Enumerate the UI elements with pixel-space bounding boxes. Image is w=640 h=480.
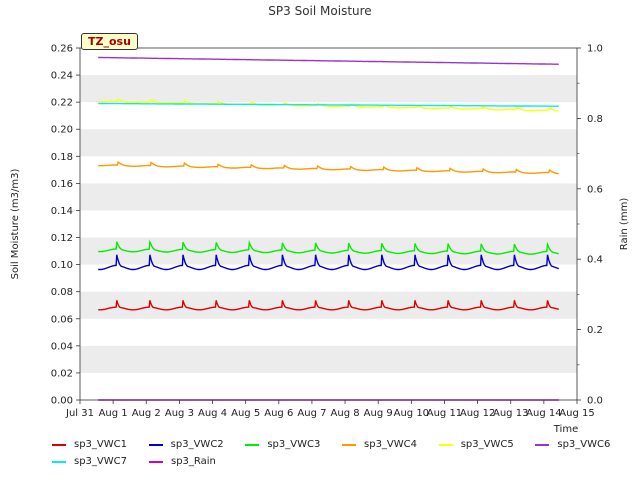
y-tick-label: 0.20	[51, 125, 73, 136]
series-line-sp3_VWC6	[98, 56, 559, 65]
x-tick-label: Aug 4	[198, 408, 227, 419]
y2-tick-label: 0.6	[587, 184, 603, 195]
legend-item: sp3_VWC3	[245, 439, 342, 450]
y2-axis-label: Rain (mm)	[619, 198, 630, 251]
series-line-sp3_VWC2	[98, 254, 560, 271]
y-axis-ticks: 0.00 0.02 0.04 0.06 0.08 0.10 0.12 0.14 0.16 0.18…	[51, 44, 80, 407]
x-tick-label: Aug 14	[526, 408, 561, 419]
x-tick-label: Aug 7	[297, 408, 326, 419]
legend-row: sp3_VWC7 sp3_Rain	[52, 453, 632, 470]
y-tick-label: 0.22	[51, 98, 73, 109]
y-tick-label: 0.02	[51, 368, 73, 379]
x-tick-label: Aug 6	[264, 408, 293, 419]
legend-item: sp3_VWC2	[148, 439, 246, 450]
legend-label: sp3_VWC1	[74, 439, 127, 450]
series-group	[98, 56, 560, 401]
x-tick-label: Aug 15	[559, 408, 594, 419]
legend-label: sp3_VWC7	[74, 456, 127, 467]
y2-axis-ticks: 0.0 0.2 0.4 0.6 0.8 1.0	[577, 44, 603, 407]
y2-tick-label: 0.4	[587, 255, 603, 266]
series-line-sp3_VWC4	[98, 160, 559, 175]
y-tick-label: 0.14	[51, 206, 73, 217]
y-tick-label: 0.24	[51, 71, 73, 82]
legend-item: sp3_Rain	[149, 456, 246, 467]
legend-label: sp3_VWC5	[460, 439, 514, 450]
legend-swatch	[438, 443, 453, 446]
series-line-sp3_VWC3	[98, 239, 559, 255]
x-axis-label: Time	[553, 424, 578, 435]
legend-swatch	[342, 443, 357, 446]
y-tick-label: 0.08	[51, 287, 73, 298]
grid-band	[80, 75, 577, 103]
series-line-sp3_VWC5	[98, 98, 559, 112]
legend-swatch	[52, 460, 66, 463]
legend-label: sp3_VWC2	[170, 439, 224, 450]
x-tick-label: Jul 31	[65, 408, 94, 419]
x-tick-label: Aug 13	[493, 408, 528, 419]
legend-swatch	[52, 443, 66, 446]
y2-tick-label: 0.8	[587, 114, 603, 125]
y-tick-label: 0.18	[51, 152, 73, 163]
grid-band	[80, 345, 577, 373]
x-tick-label: Aug 12	[460, 408, 495, 419]
x-tick-label: Aug 8	[331, 408, 360, 419]
x-tick-label: Aug 5	[231, 408, 260, 419]
grid-band	[80, 237, 577, 265]
grid-band	[80, 129, 577, 157]
y-tick-label: 0.16	[51, 179, 73, 190]
legend-item: sp3_VWC5	[438, 439, 536, 450]
y2-tick-label: 0.0	[587, 396, 603, 407]
x-axis-ticks: Jul 31 Aug 1 Aug 2 Aug 3 Aug 4 Aug 5 Aug 6 Aug …	[65, 400, 595, 419]
tz-badge: TZ_osu	[81, 33, 138, 50]
x-tick-label: Aug 9	[364, 408, 393, 419]
x-tick-label: Aug 1	[99, 408, 128, 419]
y-tick-label: 0.06	[51, 314, 73, 325]
y-axis-label: Soil Moisture (m3/m3)	[10, 169, 21, 280]
y-tick-label: 0.12	[51, 233, 73, 244]
y-tick-label: 0.26	[51, 44, 73, 55]
legend-label: sp3_VWC4	[364, 439, 418, 450]
legend-swatch	[535, 443, 550, 446]
grid-band	[80, 291, 577, 319]
y-tick-label: 0.00	[51, 396, 73, 407]
grid-bands	[80, 75, 577, 373]
legend-item: sp3_VWC4	[342, 439, 439, 450]
legend-label: sp3_Rain	[171, 456, 216, 467]
x-tick-label: Aug 11	[427, 408, 462, 419]
series-line-sp3_VWC7	[98, 102, 559, 107]
y-tick-label: 0.04	[51, 341, 73, 352]
legend-label: sp3_VWC3	[267, 439, 321, 450]
legend-item: sp3_VWC1	[52, 439, 149, 450]
y2-tick-label: 1.0	[587, 44, 603, 55]
y-tick-label: 0.10	[51, 260, 73, 271]
legend-item: sp3_VWC7	[52, 456, 149, 467]
legend-row: sp3_VWC1 sp3_VWC2 sp3_VWC3 sp3_VWC4 sp3_VWC5…	[52, 436, 632, 453]
series-line-sp3_VWC1	[98, 300, 559, 311]
legend-swatch	[245, 443, 260, 446]
legend-item: sp3_VWC6	[535, 439, 632, 450]
legend-swatch	[149, 460, 163, 463]
grid-band	[80, 183, 577, 211]
x-tick-label: Aug 2	[132, 408, 161, 419]
x-tick-label: Aug 3	[165, 408, 194, 419]
legend: sp3_VWC1 sp3_VWC2 sp3_VWC3 sp3_VWC4 sp3_VWC5…	[52, 436, 632, 470]
chart-title: SP3 Soil Moisture	[268, 4, 371, 18]
x-tick-label: Aug 10	[394, 408, 429, 419]
legend-swatch	[148, 443, 163, 446]
legend-label: sp3_VWC6	[557, 439, 611, 450]
y2-tick-label: 0.2	[587, 325, 603, 336]
